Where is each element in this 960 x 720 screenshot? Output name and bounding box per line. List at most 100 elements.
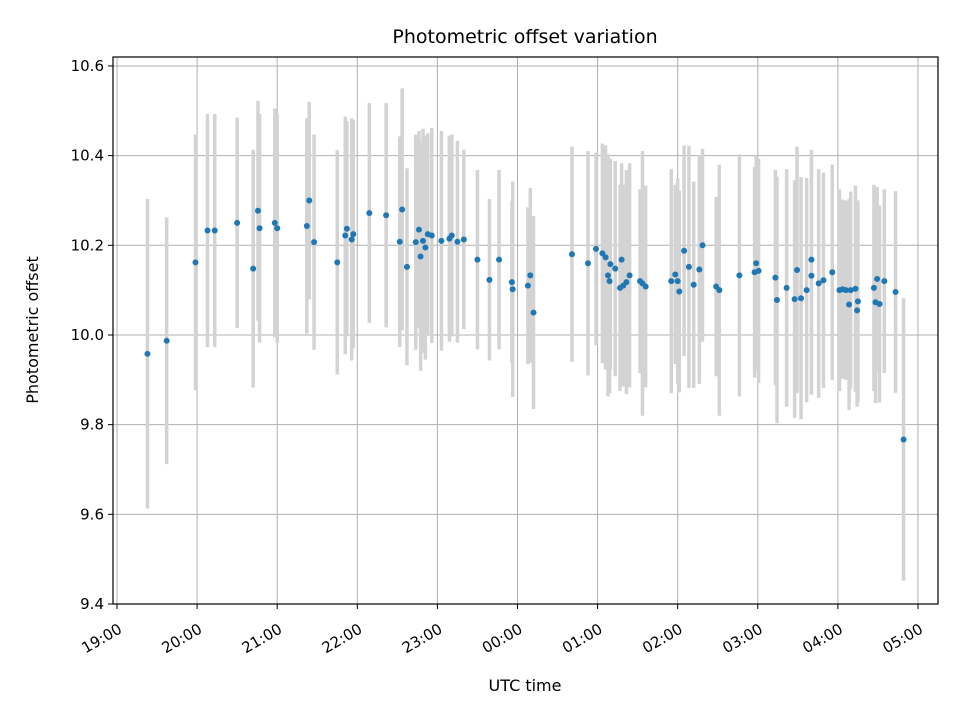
x-tick-label: 22:00 bbox=[319, 620, 365, 657]
x-tick-label: 01:00 bbox=[559, 620, 605, 657]
data-point bbox=[348, 236, 355, 243]
data-point bbox=[412, 239, 419, 246]
data-point bbox=[403, 263, 410, 270]
data-point bbox=[383, 212, 390, 219]
data-point bbox=[623, 279, 630, 286]
x-tick-label: 23:00 bbox=[399, 620, 445, 657]
x-tick-label: 21:00 bbox=[239, 620, 285, 657]
data-point bbox=[399, 206, 406, 213]
data-point bbox=[854, 307, 861, 314]
x-axis: 19:00 20:00 21:00 22:00 23:00 00:00 01:00 02:00… bbox=[79, 604, 926, 657]
data-point bbox=[602, 254, 609, 261]
data-point bbox=[568, 251, 575, 258]
y-tick-label: 9.6 bbox=[80, 505, 104, 523]
data-point bbox=[606, 278, 613, 285]
data-point bbox=[736, 272, 743, 279]
data-point bbox=[509, 286, 516, 293]
y-tick-label: 10.2 bbox=[71, 236, 104, 254]
data-point bbox=[842, 287, 849, 294]
data-point bbox=[791, 296, 798, 303]
data-point bbox=[474, 256, 481, 263]
data-point bbox=[254, 207, 261, 214]
data-point bbox=[674, 278, 681, 285]
x-axis-label: UTC time bbox=[489, 676, 562, 695]
data-point bbox=[527, 272, 534, 279]
data-point bbox=[881, 278, 888, 285]
data-point bbox=[847, 287, 854, 294]
data-point bbox=[419, 237, 426, 244]
x-tick-label: 05:00 bbox=[880, 620, 926, 657]
data-point bbox=[612, 265, 619, 272]
data-point bbox=[234, 219, 241, 226]
y-axis-label: Photometric offset bbox=[23, 256, 42, 404]
x-tick-label: 19:00 bbox=[79, 620, 125, 657]
data-point bbox=[772, 274, 779, 281]
data-point bbox=[618, 256, 625, 263]
data-point bbox=[852, 285, 859, 292]
data-point bbox=[681, 247, 688, 254]
data-point bbox=[803, 287, 810, 294]
data-point bbox=[524, 282, 531, 289]
data-point bbox=[870, 284, 877, 291]
data-point bbox=[343, 225, 350, 232]
data-point bbox=[642, 283, 649, 290]
data-point bbox=[815, 280, 822, 287]
data-point bbox=[530, 309, 537, 316]
data-point bbox=[438, 237, 445, 244]
data-point bbox=[699, 242, 706, 249]
plot-frame bbox=[112, 56, 939, 605]
data-point bbox=[696, 266, 703, 273]
data-point bbox=[672, 271, 679, 278]
data-point bbox=[808, 272, 815, 279]
x-tick-label: 00:00 bbox=[479, 620, 525, 657]
y-tick-label: 10.0 bbox=[71, 326, 104, 344]
data-point bbox=[798, 295, 805, 302]
data-point bbox=[303, 223, 310, 230]
data-point bbox=[144, 350, 151, 357]
data-point bbox=[626, 272, 633, 279]
data-point bbox=[250, 265, 257, 272]
x-tick-label: 02:00 bbox=[639, 620, 685, 657]
x-tick-label: 03:00 bbox=[719, 620, 765, 657]
data-point bbox=[607, 261, 614, 268]
data-point bbox=[163, 337, 170, 344]
data-point bbox=[690, 281, 697, 288]
data-point bbox=[306, 197, 313, 204]
data-point bbox=[274, 225, 281, 232]
data-point bbox=[808, 256, 815, 263]
data-point bbox=[192, 259, 199, 266]
data-point bbox=[854, 298, 861, 305]
y-tick-label: 9.8 bbox=[80, 416, 104, 434]
data-point bbox=[422, 244, 429, 251]
data-point bbox=[584, 260, 591, 267]
y-tick-label: 10.4 bbox=[71, 147, 104, 165]
y-axis: 9.4 9.6 9.8 10.0 10.2 10.4 10.6 bbox=[71, 57, 113, 613]
data-point bbox=[668, 278, 675, 285]
data-point bbox=[829, 269, 836, 276]
data-point bbox=[204, 227, 211, 234]
data-point bbox=[876, 301, 883, 308]
data-point bbox=[685, 263, 692, 270]
data-point bbox=[271, 219, 278, 226]
data-point bbox=[592, 245, 599, 252]
y-tick-label: 9.4 bbox=[80, 595, 104, 613]
data-point bbox=[350, 231, 357, 238]
data-point bbox=[211, 227, 218, 234]
data-point bbox=[311, 239, 318, 246]
data-point bbox=[753, 260, 760, 267]
data-point bbox=[846, 301, 853, 308]
data-point bbox=[892, 288, 899, 295]
data-point bbox=[486, 276, 493, 283]
data-points bbox=[144, 197, 907, 443]
data-point bbox=[415, 226, 422, 233]
x-tick-label: 04:00 bbox=[799, 620, 845, 657]
data-point bbox=[755, 267, 762, 274]
data-point bbox=[334, 259, 341, 266]
data-point bbox=[366, 210, 373, 217]
data-point bbox=[496, 256, 503, 263]
data-point bbox=[508, 279, 515, 286]
data-point bbox=[874, 275, 881, 282]
y-tick-label: 10.6 bbox=[71, 57, 104, 75]
data-point bbox=[448, 232, 455, 239]
data-point bbox=[605, 272, 611, 279]
